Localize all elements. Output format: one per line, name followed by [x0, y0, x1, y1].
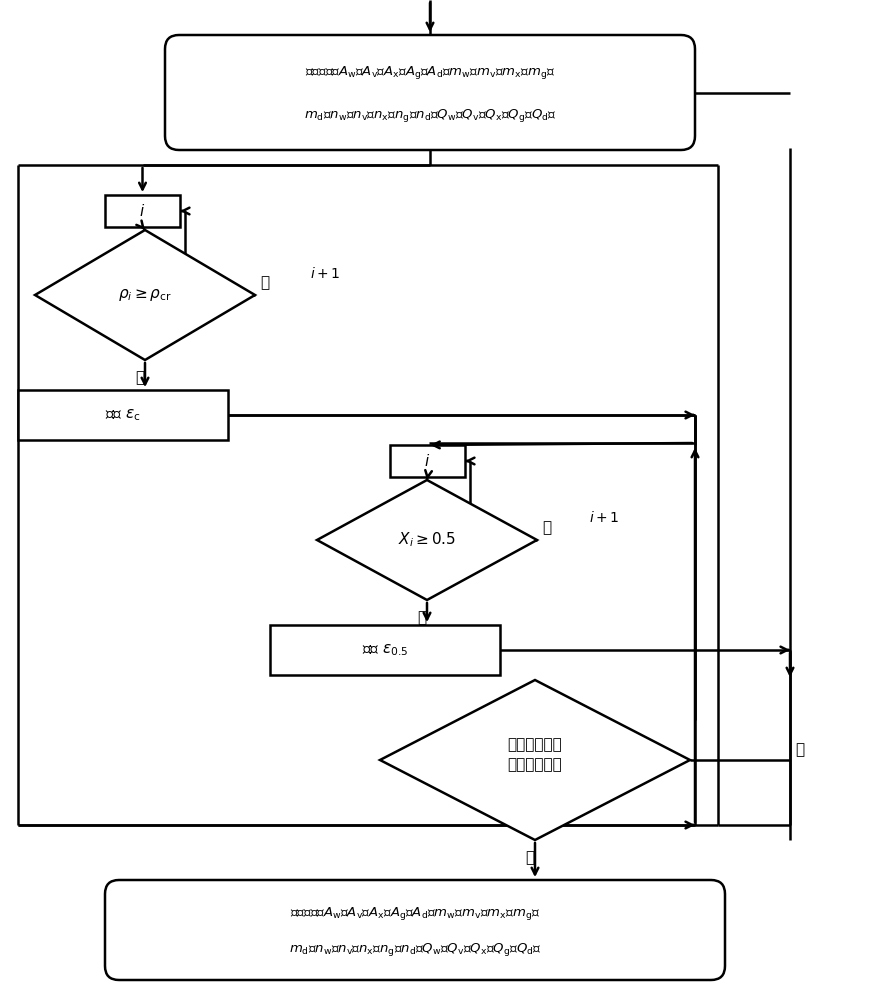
Polygon shape [35, 230, 255, 360]
Text: 是: 是 [418, 610, 426, 625]
Text: 实验与预测应
力差値最小？: 实验与预测应 力差値最小？ [508, 738, 562, 772]
Bar [105, 195, 180, 227]
Text: 确定 $\varepsilon_{0.5}$: 确定 $\varepsilon_{0.5}$ [362, 642, 408, 658]
Text: $\rho_i \geq \rho_{\rm cr}$: $\rho_i \geq \rho_{\rm cr}$ [118, 287, 172, 303]
Bar [270, 625, 500, 675]
FancyBboxPatch shape [165, 35, 695, 150]
Text: 确定 $\varepsilon_{\rm c}$: 确定 $\varepsilon_{\rm c}$ [105, 407, 141, 423]
Text: $i+1$: $i+1$ [310, 265, 340, 280]
FancyBboxPatch shape [105, 880, 725, 980]
Text: 否: 否 [260, 275, 269, 290]
Text: 拟合参数：$A_{\rm w}$，$A_{\rm v}$，$A_{\rm x}$，$A_{\rm g}$，$A_{\rm d}$，$m_{\rm w}$，$m_: 拟合参数：$A_{\rm w}$，$A_{\rm v}$，$A_{\rm x}$… [305, 64, 555, 81]
Bar [18, 390, 228, 440]
Text: $m_{\rm d}$，$n_{\rm w}$，$n_{\rm v}$，$n_{\rm x}$，$n_{\rm g}$，$n_{\rm d}$，$Q_{\rm : $m_{\rm d}$，$n_{\rm w}$，$n_{\rm v}$，$n_{… [289, 942, 542, 958]
Polygon shape [317, 480, 537, 600]
Text: 否: 否 [542, 520, 551, 536]
Bar [390, 445, 465, 477]
Text: $i+1$: $i+1$ [589, 510, 619, 526]
Text: 是: 是 [526, 850, 535, 865]
Text: $m_{\rm d}$，$n_{\rm w}$，$n_{\rm v}$，$n_{\rm x}$，$n_{\rm g}$，$n_{\rm d}$，$Q_{\rm : $m_{\rm d}$，$n_{\rm w}$，$n_{\rm v}$，$n_{… [303, 107, 556, 124]
Text: 是: 是 [135, 370, 145, 385]
Text: 否: 否 [795, 742, 804, 758]
Text: $X_i \geq 0.5$: $X_i \geq 0.5$ [398, 531, 456, 549]
Polygon shape [380, 680, 690, 840]
Text: $i$: $i$ [425, 453, 431, 469]
Text: $i$: $i$ [140, 203, 146, 219]
Text: 最优结果：$A_{\rm w}$，$A_{\rm v}$，$A_{\rm x}$，$A_{\rm g}$，$A_{\rm d}$，$m_{\rm w}$，$m_: 最优结果：$A_{\rm w}$，$A_{\rm v}$，$A_{\rm x}$… [290, 904, 540, 922]
